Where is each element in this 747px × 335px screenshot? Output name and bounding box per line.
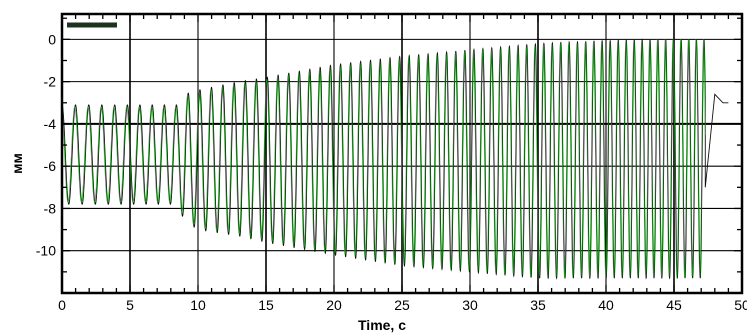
x-tick-label: 20 xyxy=(326,297,342,313)
x-axis-title: Time, c xyxy=(358,317,406,333)
x-tick-label: 0 xyxy=(58,297,66,313)
x-tick-label: 5 xyxy=(126,297,134,313)
y-axis-title: мм xyxy=(9,153,25,174)
x-tick-labels: 0 5 10 15 20 25 30 35 40 45 50 xyxy=(58,297,747,313)
y-tick-labels: 0 -2 -4 -6 -8 -10 xyxy=(36,31,56,258)
series-line-1 xyxy=(61,38,729,280)
x-tick-label: 25 xyxy=(394,297,410,313)
x-tick-label: 10 xyxy=(190,297,206,313)
ticks xyxy=(61,14,743,293)
y-tick-label: -10 xyxy=(36,243,56,259)
y-tick-label: -2 xyxy=(44,74,57,90)
series-line-2 xyxy=(61,38,706,278)
x-tick-label: 40 xyxy=(598,297,614,313)
y-tick-label: -6 xyxy=(44,158,57,174)
y-tick-label: -8 xyxy=(44,200,57,216)
x-tick-label: 15 xyxy=(258,297,274,313)
y-tick-label: -4 xyxy=(44,116,57,132)
x-tick-label: 50 xyxy=(734,297,747,313)
series-group xyxy=(61,38,729,280)
x-tick-label: 30 xyxy=(462,297,478,313)
y-tick-label: 0 xyxy=(48,31,56,47)
x-tick-label: 35 xyxy=(530,297,546,313)
x-tick-label: 45 xyxy=(666,297,682,313)
